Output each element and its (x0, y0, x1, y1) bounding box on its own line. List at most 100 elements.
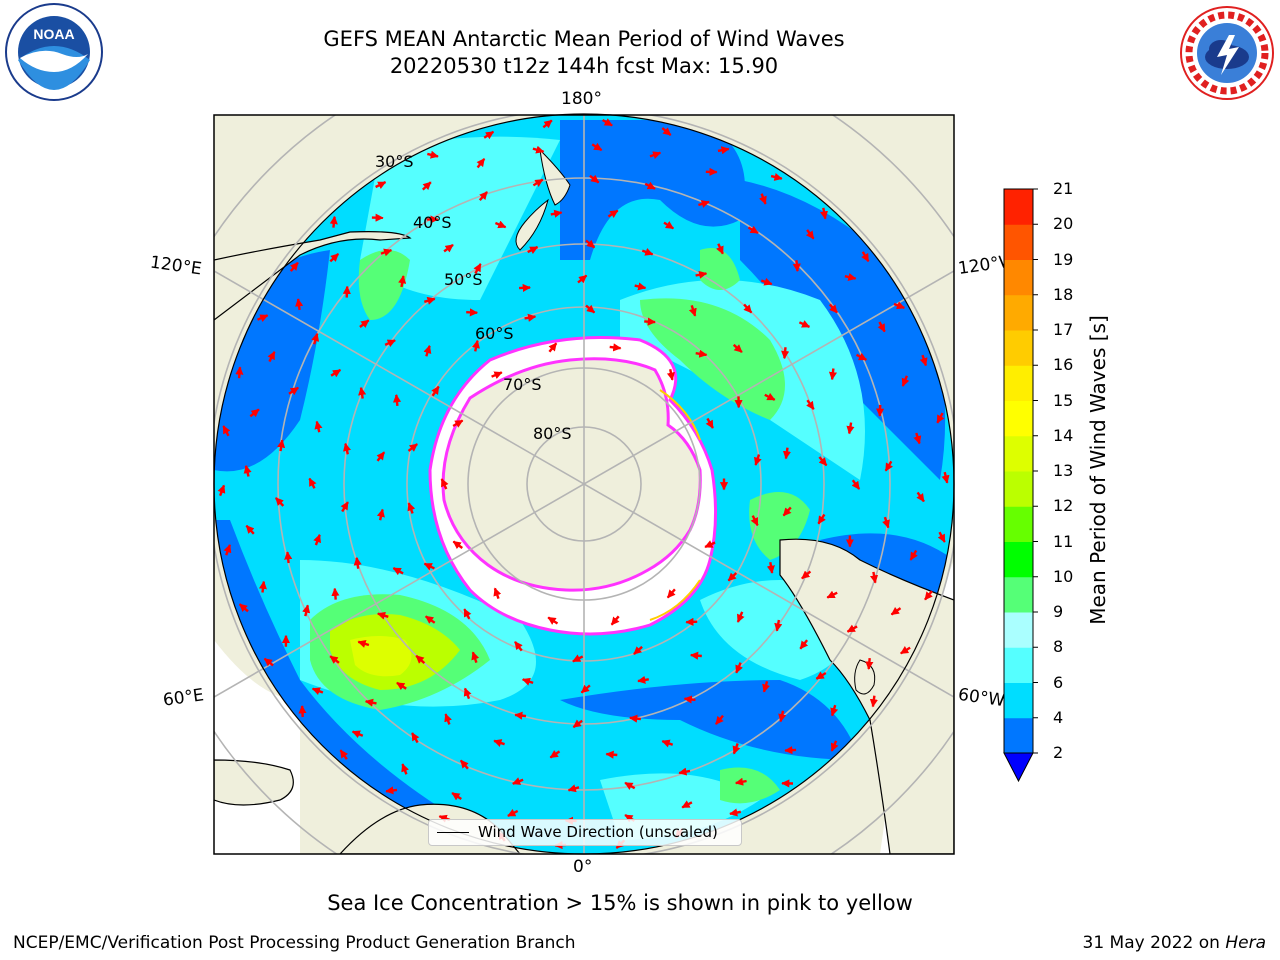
colorbar-segment (1004, 717, 1033, 754)
wind-wave-arrow (572, 719, 583, 729)
wind-wave-arrow (900, 646, 911, 655)
sea-ice-edge-yellow-2 (649, 579, 701, 621)
wind-wave-arrow (493, 587, 502, 599)
wind-wave-arrow (666, 588, 676, 599)
wind-wave-arrow (329, 215, 338, 228)
colorbar (1000, 185, 1040, 789)
wind-wave-arrow (830, 704, 839, 717)
wind-wave-arrow (770, 173, 783, 181)
wind-wave-arrow (782, 447, 792, 460)
colorbar-tick-label: 17 (1053, 320, 1074, 339)
antarctica-land (442, 358, 701, 591)
legend-line-swatch (437, 832, 469, 833)
wind-wave-arrow (463, 608, 472, 620)
wind-wave-arrow (851, 479, 861, 490)
wind-wave-arrow (759, 193, 767, 205)
wind-wave-arrow (532, 178, 544, 187)
wind-wave-arrow (463, 687, 472, 700)
wind-wave-arrow (624, 781, 636, 790)
wind-wave-arrow (774, 619, 783, 632)
wind-wave-arrow (343, 442, 351, 455)
wind-wave-arrow (882, 516, 890, 529)
wind-wave-arrow (567, 784, 580, 793)
wind-wave-arrow (782, 506, 792, 517)
credit-date-text: 31 May 2022 on (1082, 933, 1220, 953)
wind-wave-arrow (376, 508, 385, 521)
wind-wave-arrow (732, 343, 743, 353)
wind-wave-arrow (846, 624, 858, 633)
noaa-logo: NOAA (2, 2, 106, 108)
wind-wave-arrow (329, 655, 340, 664)
wind-wave-arrow (444, 713, 452, 725)
colorbar-segment (1004, 541, 1033, 578)
colorbar-segment (1004, 189, 1033, 225)
wind-wave-arrow (524, 313, 537, 322)
wind-wave-arrow (314, 420, 323, 433)
wind-wave-arrow (521, 677, 534, 686)
wind-wave-arrow (678, 767, 691, 776)
wind-wave-arrow (340, 501, 349, 513)
wind-wave-arrow (357, 640, 370, 648)
wind-wave-arrow (258, 580, 267, 593)
wind-wave-arrow (572, 654, 584, 663)
wind-wave-arrow (452, 540, 464, 550)
wind-wave-arrow (377, 611, 389, 620)
wind-wave-arrow (909, 549, 918, 561)
lat-label-80s: 80°S (533, 424, 572, 443)
wind-wave-arrow (331, 587, 340, 600)
wind-wave-arrow (421, 181, 432, 191)
wind-wave-arrow (753, 454, 762, 466)
wind-wave-arrow (689, 651, 702, 660)
wind-wave-arrow (267, 351, 276, 363)
wind-wave-arrow (295, 298, 304, 311)
wind-wave-arrow (688, 305, 697, 317)
colorbar-segment (1004, 682, 1033, 719)
wind-wave-arrow (519, 283, 531, 292)
colorbar-tick-label: 8 (1053, 637, 1064, 657)
credit-organization: NCEP/EMC/Verification Post Processing Pr… (13, 933, 576, 953)
australia-land (214, 231, 412, 321)
wind-wave-arrow (407, 502, 416, 514)
wind-wave-arrow (549, 750, 561, 759)
colorbar-tick-label: 10 (1053, 566, 1074, 586)
wind-wave-arrow (792, 260, 801, 272)
colorbar-tick-label: 18 (1053, 284, 1074, 304)
colorbar-segment (1004, 435, 1033, 472)
wind-wave-arrow (870, 571, 879, 584)
wind-wave-arrow (781, 347, 790, 360)
wind-wave-arrow (245, 524, 255, 535)
wind-wave-arrow (717, 146, 730, 155)
wind-wave-arrow (302, 604, 311, 617)
wind-wave-arrow (919, 354, 928, 367)
wind-wave-arrow (358, 386, 367, 399)
colorbar-segment (1004, 224, 1033, 260)
wind-wave-arrow (396, 681, 407, 691)
wave-band-cyan-1 (360, 136, 560, 300)
credit-machine: Hera (1225, 933, 1266, 953)
lat-label-30s: 30°S (375, 152, 414, 171)
wind-wave-arrow (695, 349, 708, 358)
wind-wave-arrow (548, 342, 558, 353)
graticule (214, 115, 954, 854)
colorbar-tick-label: 6 (1053, 672, 1064, 692)
wind-wave-arrow (284, 551, 293, 564)
wind-wave-arrow (359, 319, 370, 328)
colorbar-segment (1004, 294, 1033, 331)
wind-wave-arrow (401, 763, 409, 775)
wind-wave-arrow (884, 460, 893, 472)
wind-wave-arrow (762, 680, 770, 693)
lat-label-60s: 60°S (475, 324, 514, 343)
colorbar-segment (1004, 647, 1033, 683)
wind-wave-arrow (916, 491, 925, 503)
map-frame (213, 114, 955, 855)
wind-wave-arrow (760, 277, 773, 286)
wind-wave-arrow (249, 408, 260, 418)
map-legend: Wind Wave Direction (unscaled) (428, 819, 742, 846)
wind-wave-arrow (714, 714, 724, 725)
colorbar-segment (1004, 471, 1033, 507)
wind-wave-arrow (605, 750, 618, 759)
wind-wave-arrow (610, 615, 620, 626)
wind-wave-arrow (384, 339, 396, 348)
sea-ice-note: Sea Ice Concentration > 15% is shown in … (327, 891, 913, 915)
wind-wave-arrow (223, 544, 232, 556)
